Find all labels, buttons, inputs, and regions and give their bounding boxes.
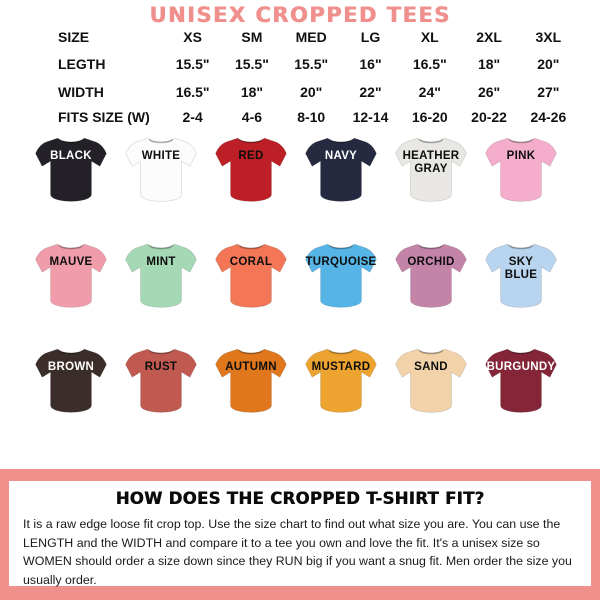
tshirt-icon: [215, 348, 287, 413]
tshirt-color-label: SAND: [414, 361, 448, 373]
shirt-color-row-1: BLACK WHITE RED NAVY HEATHER GRAY PINK: [0, 133, 600, 209]
size-chart-cell: 18": [240, 84, 264, 100]
tshirt-swatch-autumn: AUTUMN: [207, 344, 295, 420]
tshirt-icon: [35, 348, 107, 413]
tshirt-icon: [485, 348, 557, 413]
tshirt-icon: [125, 348, 197, 413]
tshirt-icon: [125, 243, 197, 308]
size-chart-row-label: FITS SIZE (W): [58, 109, 150, 125]
tshirt-color-label: WHITE: [141, 150, 181, 162]
size-column-header: MED: [295, 29, 327, 45]
size-column-header: LG: [360, 29, 381, 45]
tshirt-color-label: AUTUMN: [225, 361, 277, 373]
size-column-header: SM: [241, 29, 263, 45]
tshirt-color-label: SKY BLUE: [504, 256, 538, 281]
tshirt-icon: [485, 137, 557, 202]
size-chart-cell: 27": [537, 84, 560, 100]
size-chart-row-label: WIDTH: [58, 84, 104, 100]
size-column-header: XL: [420, 29, 439, 45]
tshirt-swatch-white: WHITE: [117, 133, 205, 209]
size-chart-cell: 24": [418, 84, 441, 100]
tshirt-icon: [215, 137, 287, 202]
size-chart-cell: 20-22: [471, 109, 507, 125]
size-chart-cell: 12-14: [352, 109, 389, 125]
tshirt-color-label: RED: [238, 150, 264, 162]
size-chart-cell: 20": [300, 84, 323, 100]
size-column-header: 3XL: [535, 29, 562, 45]
size-chart-corner-label: SIZE: [58, 29, 90, 45]
tshirt-color-label: ORCHID: [407, 256, 455, 268]
tshirt-swatch-pink: PINK: [477, 133, 565, 209]
tshirt-swatch-heather-gray: HEATHER GRAY: [387, 133, 475, 209]
tshirt-icon: [395, 137, 467, 202]
tshirt-color-label: RUST: [144, 361, 178, 373]
size-chart-row-label: LEGTH: [58, 56, 106, 72]
size-chart-cell: 15.5": [294, 56, 329, 72]
size-chart-cell: 20": [537, 56, 560, 72]
size-column-header: 2XL: [476, 29, 502, 45]
tshirt-swatch-sky-blue: SKY BLUE: [477, 239, 565, 315]
size-chart: SIZE XS SM MED LG XL 2XL 3XL LEGTH 15.5"…: [58, 25, 578, 129]
tshirt-swatch-mint: MINT: [117, 239, 205, 315]
tshirt-icon: [485, 243, 557, 308]
tshirt-color-label: HEATHER GRAY: [402, 150, 460, 175]
tshirt-icon: [35, 243, 107, 308]
fit-info-inner-box: HOW DOES THE CROPPED T-SHIRT FIT? It is …: [9, 481, 591, 587]
size-chart-cell: 15.5": [175, 56, 210, 72]
size-chart-cell: 16.5": [412, 56, 447, 72]
tshirt-swatch-red: RED: [207, 133, 295, 209]
size-chart-cell: 24-26: [530, 109, 567, 125]
tshirt-swatch-orchid: ORCHID: [387, 239, 475, 315]
tshirt-swatch-burgundy: BURGUNDY: [477, 344, 565, 420]
tshirt-icon: [395, 243, 467, 308]
tshirt-swatch-mauve: MAUVE: [27, 239, 115, 315]
fit-info-panel: HOW DOES THE CROPPED T-SHIRT FIT? It is …: [0, 469, 600, 600]
tshirt-color-label: MUSTARD: [311, 361, 371, 373]
tshirt-color-label: BURGUNDY: [486, 361, 556, 373]
size-column-header: XS: [183, 29, 202, 45]
tshirt-color-label: TURQUOISE: [305, 256, 377, 268]
tshirt-swatch-brown: BROWN: [27, 344, 115, 420]
tshirt-color-label: BLACK: [50, 150, 92, 162]
tshirt-swatch-mustard: MUSTARD: [297, 344, 385, 420]
tshirt-icon: [305, 137, 377, 202]
size-chart-cell: 16.5": [175, 84, 210, 100]
tshirt-swatch-turquoise: TURQUOISE: [297, 239, 385, 315]
tshirt-icon: [215, 243, 287, 308]
size-chart-cell: 2-4: [182, 109, 203, 125]
tshirt-swatch-black: BLACK: [27, 133, 115, 209]
fit-body-text: It is a raw edge loose fit crop top. Use…: [23, 517, 572, 587]
size-chart-cell: 26": [477, 84, 501, 100]
fit-heading: HOW DOES THE CROPPED T-SHIRT FIT?: [115, 489, 485, 508]
tshirt-color-label: PINK: [506, 150, 536, 162]
tshirt-icon: [35, 137, 107, 202]
size-chart-cell: 16-20: [411, 109, 448, 125]
size-chart-cell: 4-6: [241, 109, 263, 125]
tshirt-color-label: BROWN: [47, 361, 95, 373]
tshirt-icon: [395, 348, 467, 413]
tshirt-icon: [305, 243, 377, 308]
size-chart-cell: 16": [359, 56, 382, 72]
size-chart-cell: 22": [359, 84, 382, 100]
tshirt-swatch-rust: RUST: [117, 344, 205, 420]
shirt-color-row-2: MAUVE MINT CORAL TURQUOISE ORCHID SKY BL…: [0, 239, 600, 315]
tshirt-color-label: NAVY: [324, 150, 358, 162]
tshirt-swatch-navy: NAVY: [297, 133, 385, 209]
size-chart-cell: 18": [477, 56, 501, 72]
tshirt-swatch-sand: SAND: [387, 344, 475, 420]
tshirt-color-label: MAUVE: [49, 256, 93, 268]
page-title: UNISEX CROPPED TEES: [149, 3, 451, 27]
shirt-color-row-3: BROWN RUST AUTUMN MUSTARD SAND BURGUNDY: [0, 344, 600, 420]
tshirt-swatch-coral: CORAL: [207, 239, 295, 315]
size-chart-cell: 15.5": [234, 56, 269, 72]
tshirt-icon: [125, 137, 197, 202]
tshirt-icon: [305, 348, 377, 413]
tshirt-color-label: MINT: [146, 256, 176, 268]
tshirt-color-label: CORAL: [229, 256, 273, 268]
size-chart-cell: 8-10: [297, 109, 326, 125]
